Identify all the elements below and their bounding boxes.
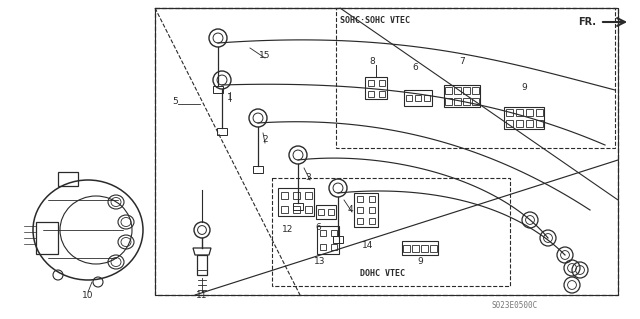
Bar: [504, 107, 544, 129]
Bar: [357, 218, 363, 224]
Bar: [367, 79, 374, 85]
Bar: [280, 205, 287, 212]
Text: FR.: FR.: [578, 17, 596, 27]
Text: DOHC VTEC: DOHC VTEC: [360, 269, 405, 278]
Bar: [305, 191, 312, 198]
Bar: [536, 120, 543, 127]
Bar: [515, 109, 522, 116]
Bar: [415, 95, 421, 101]
Bar: [378, 79, 385, 85]
Bar: [253, 166, 263, 173]
Bar: [272, 178, 510, 286]
Bar: [463, 98, 470, 105]
Bar: [454, 87, 461, 94]
Bar: [472, 87, 479, 94]
Bar: [155, 8, 618, 295]
Bar: [515, 120, 522, 127]
Text: SOHC·SOHC VTEC: SOHC·SOHC VTEC: [340, 16, 410, 25]
Bar: [365, 77, 387, 99]
Bar: [330, 230, 337, 236]
Bar: [316, 205, 336, 219]
Bar: [463, 87, 470, 94]
Bar: [369, 207, 375, 213]
Bar: [293, 203, 303, 210]
Text: 11: 11: [196, 291, 208, 300]
Bar: [445, 87, 452, 94]
Bar: [333, 236, 343, 243]
Bar: [357, 207, 363, 213]
Text: 14: 14: [362, 241, 374, 250]
Bar: [525, 120, 532, 127]
Bar: [36, 222, 58, 254]
Bar: [330, 244, 337, 250]
Bar: [197, 255, 207, 275]
Bar: [319, 244, 326, 250]
Bar: [472, 98, 479, 105]
Text: 1: 1: [227, 93, 233, 102]
Bar: [354, 193, 378, 227]
Bar: [292, 205, 300, 212]
Text: 6: 6: [315, 224, 321, 233]
Bar: [369, 218, 375, 224]
Bar: [357, 196, 363, 202]
Text: 4: 4: [347, 205, 353, 214]
Bar: [367, 91, 374, 97]
Bar: [319, 230, 326, 236]
Bar: [424, 95, 430, 101]
Text: 6: 6: [412, 63, 418, 72]
Bar: [292, 191, 300, 198]
Bar: [318, 209, 324, 215]
Bar: [421, 244, 428, 251]
Text: 7: 7: [459, 57, 465, 66]
Bar: [444, 85, 480, 107]
Bar: [378, 91, 385, 97]
Bar: [506, 109, 513, 116]
Text: 9: 9: [417, 257, 423, 266]
Bar: [406, 95, 412, 101]
Text: 2: 2: [262, 136, 268, 145]
Bar: [403, 244, 410, 251]
Text: 13: 13: [314, 257, 326, 266]
Bar: [305, 205, 312, 212]
Text: 3: 3: [305, 174, 311, 182]
Bar: [525, 109, 532, 116]
Bar: [404, 90, 432, 106]
Bar: [217, 128, 227, 135]
Bar: [536, 109, 543, 116]
Bar: [412, 244, 419, 251]
Bar: [445, 98, 452, 105]
Bar: [213, 86, 223, 93]
Bar: [280, 191, 287, 198]
Text: 9: 9: [521, 84, 527, 93]
Text: 5: 5: [172, 98, 178, 107]
Bar: [454, 98, 461, 105]
Bar: [328, 209, 334, 215]
Bar: [58, 172, 78, 186]
Bar: [430, 244, 437, 251]
Text: 12: 12: [282, 226, 294, 234]
Bar: [336, 8, 615, 148]
Text: 15: 15: [259, 50, 271, 60]
Bar: [506, 120, 513, 127]
Text: 8: 8: [369, 57, 375, 66]
Bar: [402, 241, 438, 255]
Bar: [278, 188, 314, 216]
Text: S023E0500C: S023E0500C: [492, 301, 538, 310]
Bar: [369, 196, 375, 202]
Text: 10: 10: [83, 291, 93, 300]
Bar: [317, 226, 339, 254]
